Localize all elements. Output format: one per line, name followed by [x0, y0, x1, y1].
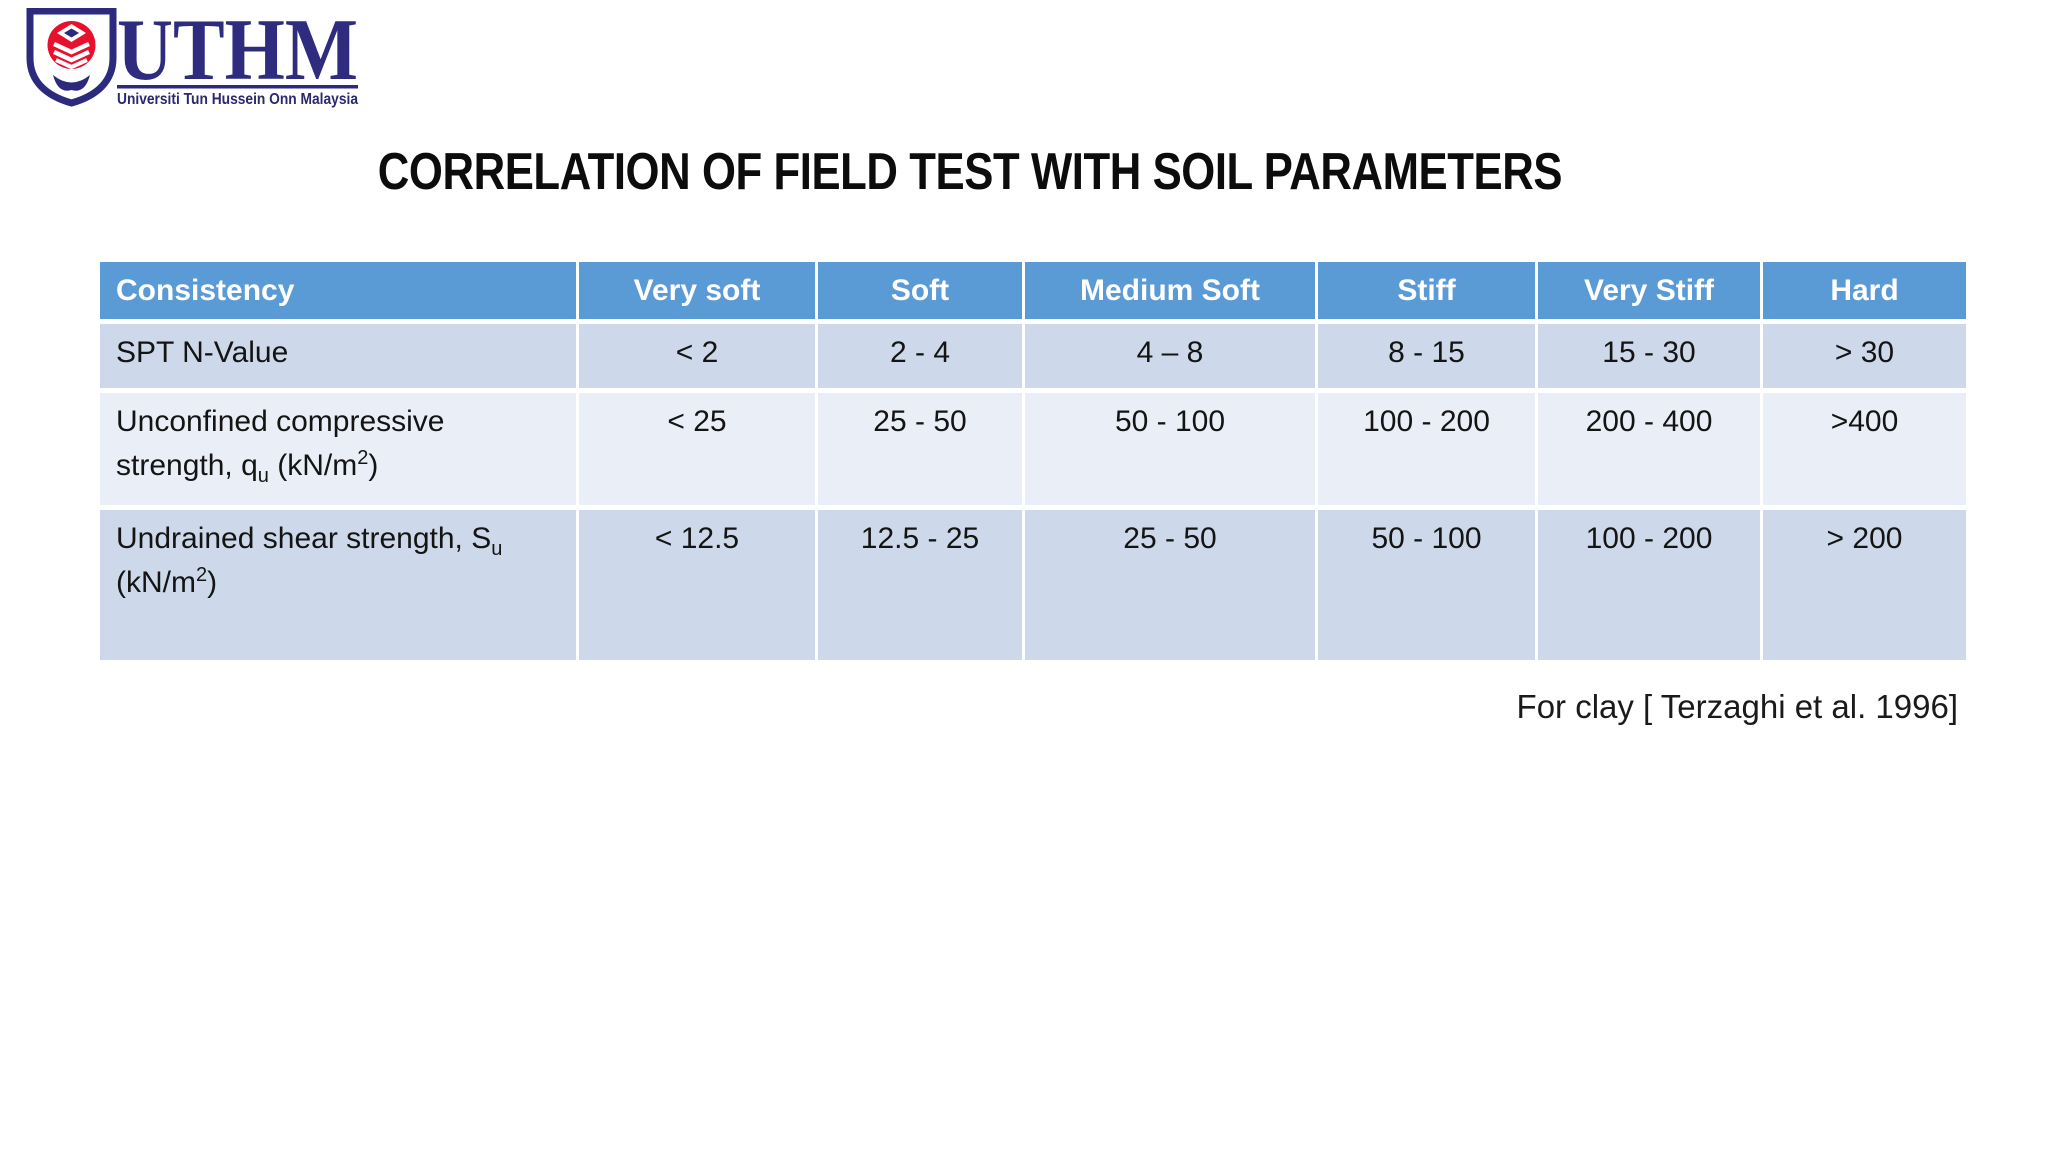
page-title-text: CORRELATION OF FIELD TEST WITH SOIL PARA… — [377, 143, 1563, 201]
cell-qu-hard: >400 — [1763, 393, 1966, 505]
label-subscript: u — [257, 465, 269, 487]
header-row: Consistency Very soft Soft Medium Soft S… — [100, 262, 1966, 319]
table-row-unconfined: Unconfined compressive strength, qu (kN/… — [100, 393, 1966, 505]
cell-qu-very-soft: < 25 — [579, 393, 815, 505]
cell-su-stiff: 50 - 100 — [1318, 510, 1535, 660]
chevron-2 — [53, 49, 90, 63]
col-header-stiff: Stiff — [1318, 262, 1535, 319]
cell-su-medium-soft: 25 - 50 — [1025, 510, 1315, 660]
label-text: Unconfined compressive strength, q — [116, 405, 445, 482]
cell-spt-medium-soft: 4 – 8 — [1025, 324, 1315, 388]
cell-spt-soft: 2 - 4 — [818, 324, 1022, 388]
cell-spt-very-stiff: 15 - 30 — [1538, 324, 1760, 388]
row-label-undrained: Undrained shear strength, Su (kN/m2) — [100, 510, 576, 660]
col-header-soft: Soft — [818, 262, 1022, 319]
label-subscript: u — [491, 538, 503, 560]
cell-spt-very-soft: < 2 — [579, 324, 815, 388]
label-text: Undrained shear strength, S — [116, 522, 492, 555]
logo-tagline: Universiti Tun Hussein Onn Malaysia — [117, 91, 358, 108]
row-label-unconfined: Unconfined compressive strength, qu (kN/… — [100, 393, 576, 505]
label-text: ) — [368, 449, 379, 482]
cell-spt-stiff: 8 - 15 — [1318, 324, 1535, 388]
correlation-table: Consistency Very soft Soft Medium Soft S… — [97, 257, 1969, 665]
chevron-1 — [53, 41, 90, 55]
cell-su-hard: > 200 — [1763, 510, 1966, 660]
col-header-very-soft: Very soft — [579, 262, 815, 319]
col-header-hard: Hard — [1763, 262, 1966, 319]
cell-su-very-soft: < 12.5 — [579, 510, 815, 660]
chevron-3 — [55, 58, 88, 70]
label-text: SPT N-Value — [116, 336, 289, 369]
cell-qu-medium-soft: 50 - 100 — [1025, 393, 1315, 505]
cell-su-very-stiff: 100 - 200 — [1538, 510, 1760, 660]
uthm-logo: UTHM Universiti Tun Hussein Onn Malaysia — [26, 2, 366, 108]
gem-diamond-inner — [64, 28, 79, 38]
label-superscript: 2 — [195, 564, 208, 586]
cell-su-soft: 12.5 - 25 — [818, 510, 1022, 660]
table-row-spt: SPT N-Value < 2 2 - 4 4 – 8 8 - 15 15 - … — [100, 324, 1966, 388]
label-text: ) — [207, 566, 218, 599]
label-text: (kN/m — [116, 566, 196, 599]
page-title: CORRELATION OF FIELD TEST WITH SOIL PARA… — [30, 142, 1910, 202]
col-header-very-stiff: Very Stiff — [1538, 262, 1760, 319]
label-text: (kN/m — [268, 449, 358, 482]
cell-spt-hard: > 30 — [1763, 324, 1966, 388]
logo-acronym: UTHM — [117, 8, 358, 99]
logo-underline — [117, 85, 358, 89]
cell-qu-very-stiff: 200 - 400 — [1538, 393, 1760, 505]
bird-emblem — [53, 75, 90, 91]
cell-qu-stiff: 100 - 200 — [1318, 393, 1535, 505]
col-header-medium-soft: Medium Soft — [1025, 262, 1315, 319]
citation: For clay [ Terzaghi et al. 1996] — [1516, 688, 1958, 725]
cell-qu-soft: 25 - 50 — [818, 393, 1022, 505]
label-superscript: 2 — [357, 447, 369, 469]
uthm-crest-icon: UTHM Universiti Tun Hussein Onn Malaysia — [26, 2, 358, 108]
col-header-consistency: Consistency — [100, 262, 576, 319]
row-label-spt: SPT N-Value — [100, 324, 576, 388]
table-row-undrained: Undrained shear strength, Su (kN/m2) < 1… — [100, 510, 1966, 660]
